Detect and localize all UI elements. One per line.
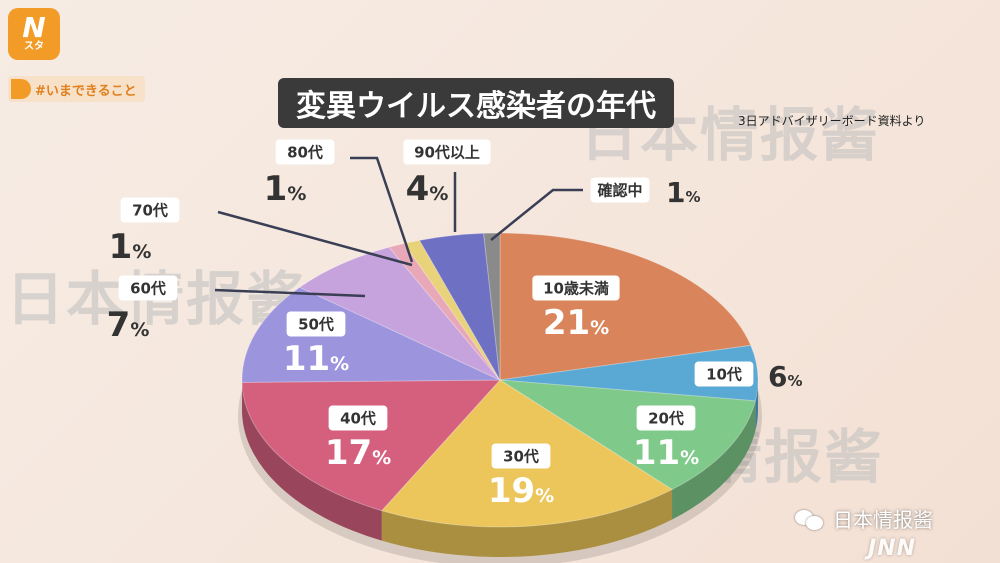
slice-label-badge (118, 275, 178, 301)
pie-slice (241, 379, 502, 512)
slice-label-text: 60代 (130, 279, 166, 297)
slice-label-text: 10代 (706, 365, 742, 383)
chart-title: 変異ウイルス感染者の年代 (278, 78, 674, 128)
slice-value: 11% (283, 339, 349, 379)
slice-value: 1% (666, 176, 701, 209)
slice-label: 60代 (118, 275, 178, 301)
d-shape-icon (11, 79, 31, 99)
pie-slice (298, 246, 501, 381)
wechat-icon (795, 508, 825, 530)
slice-label: 80代 (275, 139, 335, 165)
slice-value: 1% (109, 227, 152, 267)
slice-label-text: 40代 (340, 409, 376, 427)
logo-sub: スタ (24, 41, 44, 52)
slice-label: 10歳未満 (532, 275, 620, 301)
pie-slice (403, 239, 501, 381)
slice-label-badge (275, 139, 335, 165)
slice-value: 1% (264, 169, 307, 209)
pie-slice (418, 232, 501, 381)
slice-label-text: 90代以上 (414, 143, 480, 161)
slice-label: 40代 (328, 405, 388, 431)
network-logo: JNN (868, 536, 917, 561)
slice-label: 70代 (120, 197, 180, 223)
slice-label-text: 確認中 (596, 181, 642, 199)
slice-label-badge (532, 275, 620, 301)
hashtag-badge: #いまできること (8, 76, 145, 102)
slice-label: 50代 (286, 311, 346, 337)
pie-slice-side (672, 400, 756, 520)
account-name: 日本情报酱 (833, 508, 933, 532)
slice-label-badge (328, 405, 388, 431)
logo-main: N (22, 11, 46, 44)
leader-line (490, 188, 583, 241)
slice-label-badge (694, 361, 754, 387)
slice-label: 30代 (491, 443, 551, 469)
slice-label: 10代 (694, 361, 754, 387)
slice-label-badge (636, 405, 696, 431)
slice-value: 17% (325, 433, 391, 473)
leader-line (217, 210, 413, 267)
slice-label-text: 70代 (132, 201, 168, 219)
pie-slice (499, 344, 759, 402)
slice-label-badge (120, 197, 180, 223)
wechat-account: 日本情报酱 (795, 504, 933, 533)
slice-label-text: 50代 (298, 315, 334, 333)
slice-label-text: 30代 (503, 447, 539, 465)
slice-value: 21% (543, 303, 609, 343)
brand-logo: N スタ (8, 8, 60, 60)
leader-line (350, 156, 414, 263)
slice-label-text: 20代 (648, 409, 684, 427)
slice-label-badge (403, 139, 491, 165)
slice-label-text: 10歳未満 (543, 279, 609, 297)
slice-label: 90代以上 (403, 139, 491, 165)
pie-slice-side (755, 380, 758, 431)
chart-source: 3日アドバイザリーボード資料より (738, 114, 926, 128)
pie-slice (388, 242, 501, 381)
slice-value: 7% (107, 305, 150, 345)
pie-slice-side (242, 382, 382, 541)
hashtag-label: #いまできること (35, 83, 137, 99)
slice-label-badge (590, 177, 650, 203)
slice-value: 4% (406, 169, 449, 209)
slice-value: 6% (768, 360, 803, 393)
slice-label: 20代 (636, 405, 696, 431)
pie-slice (499, 232, 752, 381)
slice-label-badge (491, 443, 551, 469)
slice-value: 11% (633, 433, 699, 473)
pie-slice-side (381, 489, 673, 557)
slice-label-badge (286, 311, 346, 337)
leader-line (214, 288, 366, 298)
slice-label: 確認中 (590, 177, 650, 203)
slice-label-text: 80代 (287, 143, 323, 161)
slice-value: 19% (488, 471, 554, 511)
